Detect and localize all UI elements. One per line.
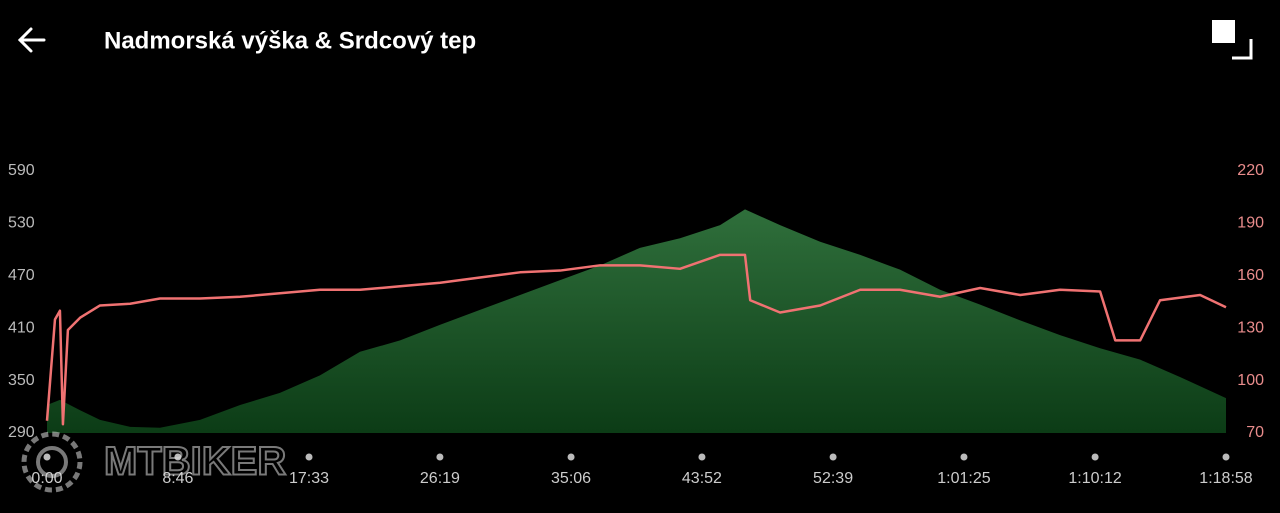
watermark-text: MTBIKER (104, 440, 286, 484)
y2-tick-label: 160 (1237, 267, 1264, 284)
x-tick-label: 1:10:12 (1068, 470, 1121, 487)
x-tick-label: 8:46 (162, 470, 193, 487)
fullscreen-button[interactable] (1212, 20, 1253, 60)
y2-tick-label: 70 (1246, 424, 1264, 441)
screen-title: Nadmorská výška & Srdcový tep (104, 27, 476, 54)
watermark: MTBIKER (21, 431, 287, 493)
x-tick-dot (43, 453, 51, 461)
x-tick-dot (829, 453, 837, 461)
elevation-area (47, 209, 1226, 433)
y-tick-label: 290 (8, 424, 35, 441)
y-tick-label: 590 (8, 162, 35, 179)
x-tick-dot (174, 453, 182, 461)
y2-tick-label: 220 (1237, 162, 1264, 179)
x-tick-label: 1:18:58 (1199, 470, 1252, 487)
x-tick-label: 1:01:25 (937, 470, 990, 487)
y2-tick-label: 130 (1237, 319, 1264, 336)
x-tick-dot (567, 453, 575, 461)
y-tick-label: 530 (8, 215, 35, 232)
back-button[interactable] (17, 27, 46, 53)
x-tick-dot (305, 453, 313, 461)
x-tick-label: 17:33 (289, 470, 329, 487)
x-tick-label: 35:06 (551, 470, 591, 487)
heart-rate-line (45, 253, 1227, 426)
y2-tick-label: 100 (1237, 372, 1264, 389)
x-tick-dot (1091, 453, 1099, 461)
x-tick-label: 52:39 (813, 470, 853, 487)
x-tick-label: 26:19 (420, 470, 460, 487)
y-tick-label: 470 (8, 267, 35, 284)
x-tick-dot (1222, 453, 1230, 461)
y-tick-label: 350 (8, 372, 35, 389)
x-tick-dot (698, 453, 706, 461)
y2-tick-label: 190 (1237, 215, 1264, 232)
x-tick-label: 43:52 (682, 470, 722, 487)
y-tick-label: 410 (8, 319, 35, 336)
x-tick-dot (960, 453, 968, 461)
x-tick-dot (436, 453, 444, 461)
